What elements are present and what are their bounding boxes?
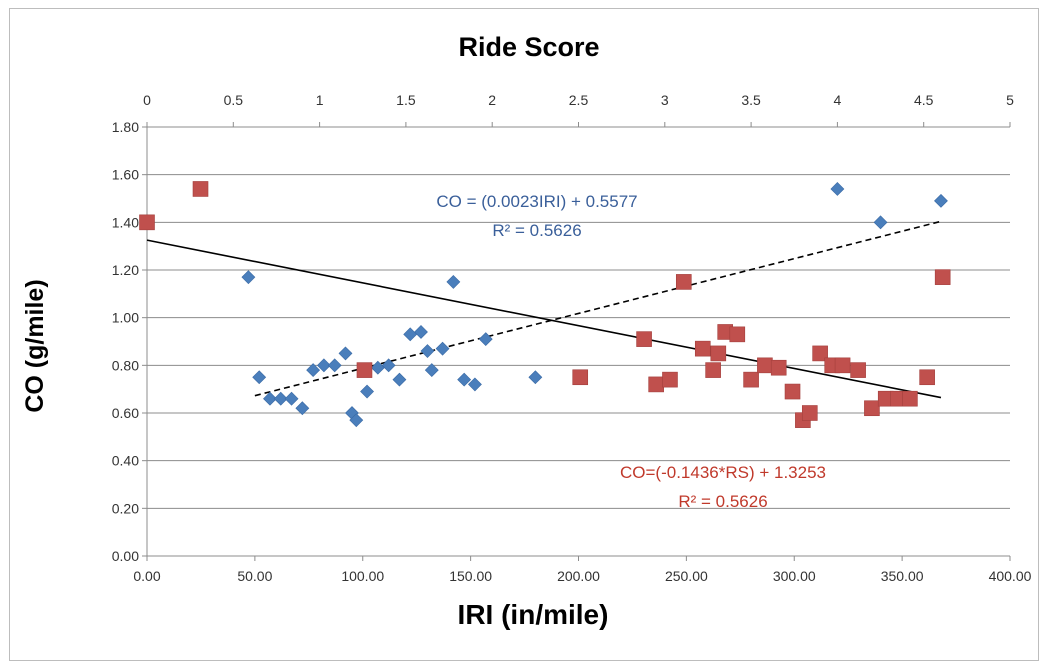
y-tick-label: 1.00: [112, 310, 139, 326]
y-tick-label: 1.20: [112, 262, 139, 278]
iri-data-point: [316, 358, 331, 373]
iri-data-point: [284, 391, 299, 406]
y-tick-label: 0.00: [112, 548, 139, 564]
ride-score-data-point: [801, 405, 818, 421]
top-x-tick-label: 0: [143, 92, 151, 108]
y-tick-label: 1.60: [112, 167, 139, 183]
iri-trendline-equation: CO = (0.0023IRI) + 0.5577: [436, 192, 637, 211]
y-tick-label: 1.80: [112, 119, 139, 135]
iri-data-point: [446, 274, 461, 289]
rs-trendline: [146, 239, 942, 399]
ride-score-data-point: [192, 181, 209, 197]
iri-data-point: [263, 391, 277, 406]
x-tick-label: 250.00: [665, 568, 708, 584]
top-x-tick-label: 1.5: [396, 92, 416, 108]
axes: 0.00 0.20 0.40 0.60 0.80 1.00 1.20 1.40 1.60 1.80…: [112, 92, 1032, 584]
iri-data-point: [457, 372, 472, 387]
iri-trendline: [254, 220, 942, 397]
iri-data-point: [295, 401, 310, 416]
scatter-chart: 0.00 0.20 0.40 0.60 0.80 1.00 1.20 1.40 1.60 1.80…: [21, 32, 1032, 630]
ride-score-data-point: [705, 362, 721, 378]
iri-data-point: [327, 358, 342, 373]
ride-score-data-point: [694, 340, 711, 357]
y-tick-label: 0.20: [112, 500, 139, 516]
iri-data-point: [338, 346, 353, 361]
iri-data-point: [414, 325, 428, 339]
x-tick-label: 200.00: [557, 568, 600, 584]
ride-score-data-point: [743, 371, 759, 388]
ride-score-data-point: [729, 326, 746, 343]
x-tick-label: 150.00: [449, 568, 492, 584]
iri-data-point: [435, 341, 450, 356]
x-tick-label: 100.00: [341, 568, 384, 584]
y-axis-title: CO (g/mile): [21, 279, 49, 412]
iri-data-point: [873, 215, 888, 230]
ride-score-data-point: [770, 359, 787, 376]
rs-trendline-annotation: CO=(-0.1436*RS) + 1.3253 R² = 0.5626: [620, 463, 826, 511]
iri-data-point: [306, 363, 321, 378]
iri-data-point: [273, 391, 288, 406]
iri-trendline-r2: R² = 0.5626: [492, 221, 581, 240]
top-x-tick-label: 2.5: [569, 92, 589, 108]
trendlines: [146, 220, 942, 399]
iri-data-point: [252, 370, 267, 385]
ride-score-data-point: [902, 390, 918, 407]
iri-data-point: [392, 372, 407, 387]
ride-score-data-point: [757, 357, 773, 374]
iri-data-point: [241, 270, 256, 285]
iri-data-point: [403, 327, 418, 342]
top-x-tick-label: 5: [1006, 92, 1014, 108]
data-points: [139, 181, 951, 428]
ride-score-data-point: [139, 214, 155, 231]
iri-trendline-annotation: CO = (0.0023IRI) + 0.5577 R² = 0.5626: [436, 192, 637, 240]
chart-frame: 0.00 0.20 0.40 0.60 0.80 1.00 1.20 1.40 1.60 1.80…: [9, 8, 1039, 661]
top-x-tick-label: 0.5: [224, 92, 244, 108]
iri-data-point: [830, 182, 845, 196]
iri-data-point: [424, 363, 439, 378]
ride-score-data-point: [919, 369, 935, 386]
iri-data-point: [349, 413, 364, 428]
x-tick-label: 400.00: [989, 568, 1032, 584]
rs-trendline-equation: CO=(-0.1436*RS) + 1.3253: [620, 463, 826, 482]
iri-data-point: [360, 384, 374, 399]
gridlines: [147, 126, 1010, 557]
ride-score-data-point: [784, 383, 801, 400]
x-tick-label: 300.00: [773, 568, 816, 584]
ride-score-data-point: [636, 331, 652, 347]
y-tick-label: 0.60: [112, 405, 139, 421]
ride-score-data-point: [934, 269, 951, 285]
ride-score-data-point: [356, 362, 373, 378]
top-x-tick-label: 4: [834, 92, 842, 108]
x-tick-label: 350.00: [881, 568, 924, 584]
ride-score-data-point: [710, 345, 727, 362]
ride-score-data-point: [648, 376, 664, 393]
chart-title: Ride Score: [458, 32, 599, 62]
ride-score-data-point: [662, 371, 678, 388]
iri-data-point: [420, 344, 435, 358]
ride-score-data-point: [572, 369, 589, 386]
top-x-tick-label: 3.5: [741, 92, 761, 108]
ride-score-data-point: [675, 274, 692, 290]
top-x-tick-label: 3: [661, 92, 669, 108]
x-axis-title: IRI (in/mile): [458, 599, 609, 630]
ride-score-data-point: [812, 345, 828, 362]
ride-score-data-point: [850, 362, 866, 378]
y-tick-label: 1.40: [112, 214, 139, 230]
ride-score-data-point: [834, 357, 851, 374]
iri-data-point: [478, 332, 493, 347]
iri-data-point: [381, 358, 396, 373]
rs-trendline-r2: R² = 0.5626: [678, 492, 767, 511]
y-tick-label: 0.40: [112, 453, 139, 469]
iri-data-point: [934, 193, 948, 208]
iri-data-point: [468, 377, 482, 392]
ride-score-data-point: [864, 400, 880, 417]
top-x-tick-label: 2: [488, 92, 496, 108]
x-tick-label: 0.00: [133, 568, 160, 584]
x-tick-label: 50.00: [237, 568, 272, 584]
y-tick-label: 0.80: [112, 357, 139, 373]
top-x-tick-label: 1: [316, 92, 324, 108]
top-x-tick-label: 4.5: [914, 92, 934, 108]
iri-data-point: [528, 370, 543, 385]
